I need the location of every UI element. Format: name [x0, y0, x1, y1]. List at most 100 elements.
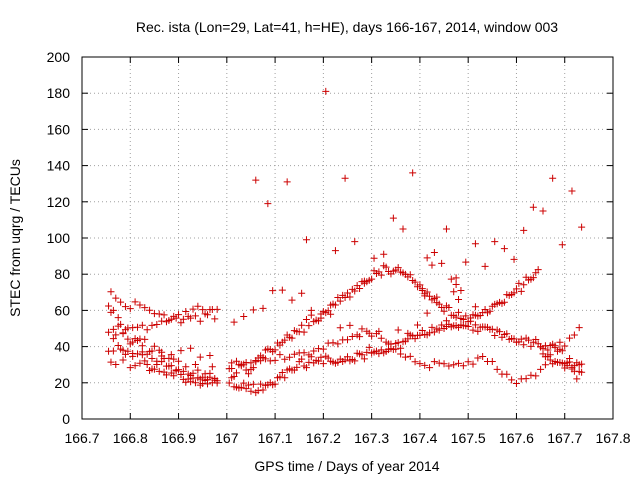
y-tick-label: 180 — [47, 85, 71, 101]
data-point — [189, 369, 197, 377]
data-point — [512, 380, 520, 388]
data-point — [305, 322, 313, 330]
data-point — [442, 225, 450, 233]
data-point — [141, 304, 149, 312]
data-point — [146, 306, 154, 314]
data-point — [334, 294, 342, 302]
data-point — [360, 279, 368, 287]
data-point — [175, 357, 183, 365]
data-point — [141, 335, 149, 343]
data-point — [491, 332, 499, 340]
data-point — [167, 351, 175, 359]
data-point — [438, 304, 446, 312]
data-point — [302, 315, 310, 323]
data-point — [162, 371, 170, 379]
data-point — [189, 305, 197, 313]
data-point — [298, 355, 306, 363]
data-point — [341, 174, 349, 182]
data-point — [230, 318, 238, 326]
data-point — [271, 356, 279, 364]
data-point — [170, 355, 178, 363]
y-tick-label: 200 — [47, 49, 71, 65]
data-point — [377, 271, 385, 279]
data-point — [510, 289, 518, 297]
data-point — [423, 254, 431, 262]
data-point — [558, 241, 566, 249]
data-point — [500, 298, 508, 306]
x-tick-label: 167.5 — [451, 430, 486, 446]
data-point — [319, 345, 327, 353]
data-point — [148, 355, 156, 363]
data-point — [269, 287, 277, 295]
data-point — [165, 317, 173, 325]
x-tick-label: 166.8 — [113, 430, 148, 446]
data-point — [368, 275, 376, 283]
y-tick-label: 140 — [47, 158, 71, 174]
data-point — [199, 306, 207, 314]
data-point — [351, 357, 359, 365]
data-point — [182, 363, 190, 371]
data-point — [360, 355, 368, 363]
data-point — [435, 326, 443, 334]
data-point — [445, 362, 453, 370]
data-point — [315, 357, 323, 365]
data-point — [322, 87, 330, 95]
x-tick-label: 167.1 — [258, 430, 293, 446]
data-point — [344, 353, 351, 361]
data-point — [170, 372, 178, 380]
data-point — [469, 360, 477, 368]
data-point — [529, 203, 537, 211]
data-point — [317, 353, 325, 361]
data-point — [517, 335, 525, 343]
data-point — [172, 366, 180, 374]
data-point — [503, 370, 511, 378]
data-point — [148, 321, 156, 329]
data-point — [107, 288, 115, 296]
data-point — [138, 342, 146, 350]
data-point — [358, 351, 366, 359]
data-point — [385, 340, 393, 348]
x-tick-label: 167.6 — [499, 430, 534, 446]
data-point — [259, 386, 267, 394]
data-point — [418, 285, 426, 293]
data-point — [532, 336, 540, 344]
data-point — [177, 347, 185, 355]
data-point — [423, 309, 431, 317]
data-point — [141, 357, 149, 365]
data-point — [546, 351, 554, 359]
data-point — [237, 383, 245, 391]
data-point — [194, 302, 202, 310]
data-point — [126, 364, 134, 372]
data-point — [430, 248, 438, 256]
data-point — [204, 311, 212, 319]
data-point — [240, 379, 248, 387]
data-point — [406, 271, 414, 279]
data-point — [254, 387, 262, 395]
data-point — [288, 296, 296, 304]
data-point — [423, 288, 431, 296]
data-point — [266, 357, 274, 365]
data-point — [283, 178, 291, 186]
data-point — [435, 359, 443, 367]
data-point — [510, 255, 518, 263]
data-point — [158, 348, 166, 356]
data-point — [307, 306, 315, 314]
data-point — [138, 321, 146, 329]
data-point — [225, 379, 233, 387]
data-point — [334, 340, 342, 348]
data-point — [119, 356, 127, 364]
data-point — [336, 324, 344, 332]
data-point — [208, 363, 216, 371]
data-point — [206, 351, 214, 359]
data-point — [568, 187, 576, 195]
data-point — [351, 287, 359, 295]
data-point — [319, 360, 327, 368]
axis-ticks: 166.7 166.8 166.9 167 167.1 167.2 167.3 167.4 16… — [47, 49, 631, 446]
x-axis-label: GPS time / Days of year 2014 — [254, 458, 439, 474]
data-point — [532, 372, 540, 380]
data-point — [138, 348, 146, 356]
data-point — [109, 325, 117, 333]
data-point — [566, 334, 574, 342]
data-point — [404, 329, 412, 337]
data-point — [392, 345, 400, 353]
